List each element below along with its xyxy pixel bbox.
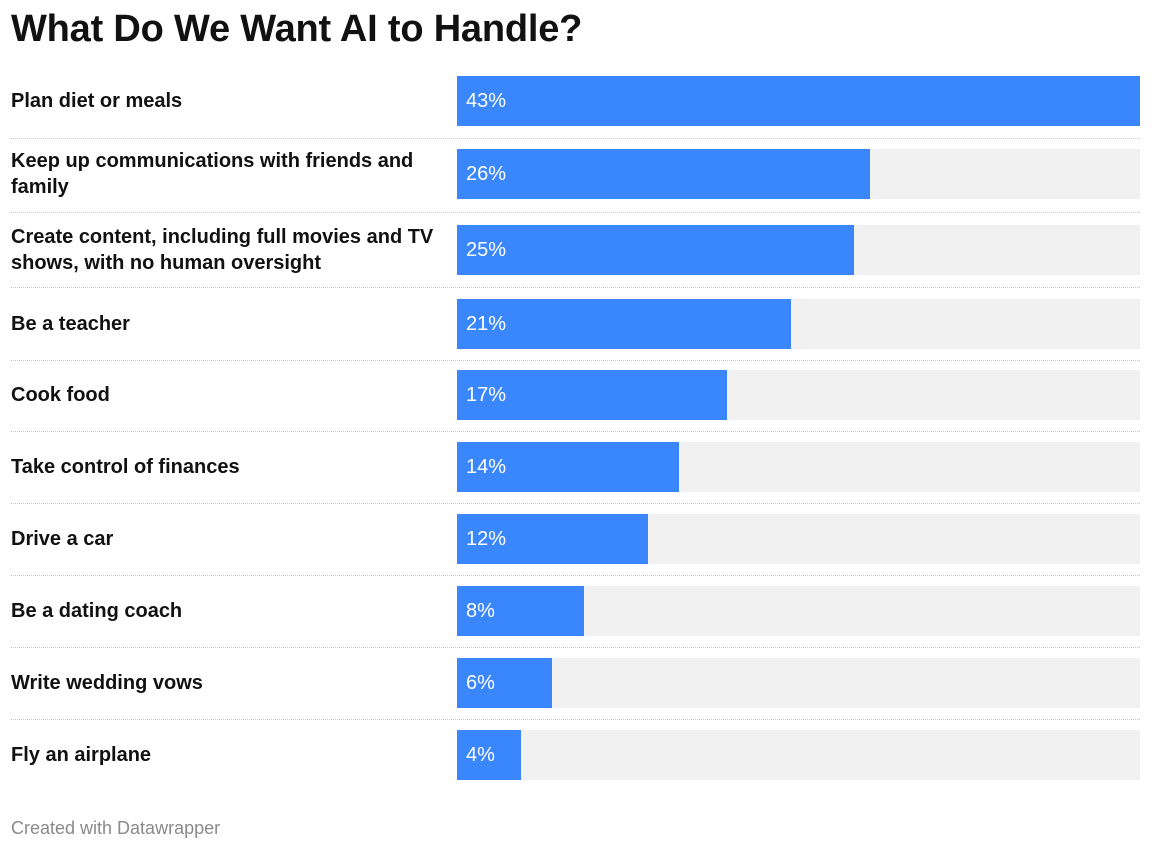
bar-track: 25% — [457, 225, 1140, 275]
bar-value-label: 17% — [466, 384, 507, 406]
bar-track: 14% — [457, 442, 1140, 492]
bar — [457, 514, 648, 564]
row-separator — [11, 575, 1140, 576]
category-label: Create content, including full movies an… — [11, 226, 434, 274]
category-label: Plan diet or meals — [11, 90, 183, 112]
bar-value-label: 14% — [466, 456, 507, 478]
bar-track: 12% — [457, 514, 1140, 564]
category-label: Drive a car — [11, 528, 114, 550]
bar — [457, 586, 584, 636]
bar — [457, 658, 552, 708]
bar-track: 26% — [457, 149, 1140, 199]
chart-title: What Do We Want AI to Handle? — [11, 8, 583, 50]
bar — [457, 225, 854, 275]
bar — [457, 149, 870, 199]
bar-value-label: 25% — [466, 239, 507, 261]
row-separator — [11, 212, 1140, 213]
bar-track: 21% — [457, 299, 1140, 349]
category-label: Keep up communications with friends and … — [11, 150, 414, 198]
row-separator — [11, 431, 1140, 432]
bar — [457, 370, 727, 420]
footer-credit: Created with Datawrapper — [11, 818, 221, 838]
bar — [457, 299, 791, 349]
bar-track: 8% — [457, 586, 1140, 636]
row-separator — [11, 647, 1140, 648]
bar-value-label: 4% — [466, 744, 495, 766]
bar-value-label: 8% — [466, 600, 495, 622]
bar-track: 6% — [457, 658, 1140, 708]
row-separator — [11, 138, 1140, 139]
category-label: Be a teacher — [11, 313, 130, 335]
bar — [457, 442, 679, 492]
category-label: Write wedding vows — [11, 672, 203, 694]
bar — [457, 730, 521, 780]
category-label: Be a dating coach — [11, 600, 183, 622]
bar — [457, 76, 1140, 126]
category-label: Cook food — [11, 384, 110, 406]
bar-value-label: 21% — [466, 313, 507, 335]
bar-track: 4% — [457, 730, 1140, 780]
category-label: Take control of finances — [11, 456, 240, 478]
bar-track: 17% — [457, 370, 1140, 420]
bar-value-label: 43% — [466, 90, 507, 112]
row-separator — [11, 287, 1140, 288]
category-label: Fly an airplane — [11, 744, 152, 766]
row-separator — [11, 503, 1140, 504]
bar-value-label: 12% — [466, 528, 507, 550]
row-separator — [11, 360, 1140, 361]
bar-value-label: 26% — [466, 163, 507, 185]
bar-track: 43% — [457, 76, 1140, 126]
bar-value-label: 6% — [466, 672, 495, 694]
row-separator — [11, 719, 1140, 720]
